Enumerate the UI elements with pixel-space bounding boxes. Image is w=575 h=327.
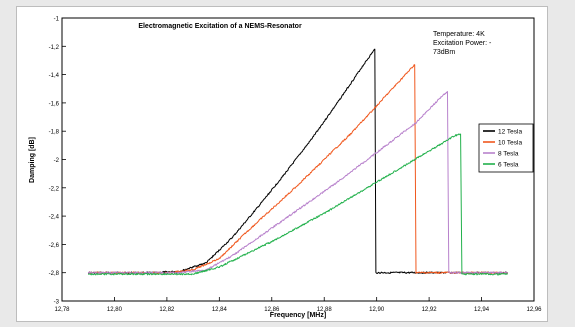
legend-label-1: 12 Tesla — [498, 129, 522, 136]
x-tick-label: 12,90 — [369, 307, 385, 313]
axis-ticks: 12,78 12,80 12,82 12,84 12,86 12,88 12,90 12,92… — [49, 17, 543, 314]
annotation-line-2: Excitation Power: - — [433, 40, 492, 47]
series-line-3 — [87, 91, 508, 274]
y-tick-label: -1,4 — [49, 73, 60, 79]
chart-frame: Electromagnetic Excitation of a NEMS-Res… — [16, 6, 548, 322]
chart-title: Electromagnetic Excitation of a NEMS-Res… — [138, 23, 302, 30]
y-tick-label: -2 — [54, 158, 60, 164]
series-line-2 — [88, 64, 509, 274]
y-tick-label: -2,8 — [49, 271, 60, 277]
y-tick-label: -2,6 — [49, 243, 60, 249]
x-tick-label: 12,94 — [474, 307, 490, 313]
legend-label-4: 6 Tesla — [498, 162, 519, 169]
x-tick-label: 12,80 — [107, 307, 123, 313]
y-tick-label: -1,8 — [49, 130, 60, 136]
y-tick-label: -2,4 — [49, 215, 60, 221]
y-axis-label: Damping [dB] — [29, 137, 36, 183]
chart-svg: Electromagnetic Excitation of a NEMS-Res… — [29, 17, 543, 320]
annotation-line-3: 73dBm — [433, 49, 455, 56]
plot-area — [61, 17, 535, 302]
x-tick-label: 12,88 — [317, 307, 333, 313]
series-line-4 — [88, 133, 508, 276]
x-tick-label: 12,92 — [422, 307, 438, 313]
y-tick-label: -1,6 — [49, 101, 60, 107]
x-axis-label: Frequency [MHz] — [270, 312, 326, 319]
x-tick-label: 12,84 — [212, 307, 228, 313]
y-tick-label: -1 — [54, 17, 60, 23]
x-tick-label: 12,86 — [264, 307, 280, 313]
legend-label-2: 10 Tesla — [498, 140, 522, 147]
y-tick-label: -1,2 — [49, 45, 60, 51]
series-layer — [87, 48, 509, 276]
x-tick-label: 12,78 — [54, 307, 70, 313]
y-tick-label: -2,2 — [49, 186, 60, 192]
x-tick-label: 12,82 — [159, 307, 175, 313]
y-tick-label: -3 — [54, 300, 60, 306]
annotation-line-1: Temperature: 4K — [433, 31, 485, 38]
legend-label-3: 8 Tesla — [498, 151, 519, 158]
legend: 12 Tesla 10 Tesla 8 Tesla 6 Tesla — [478, 123, 534, 173]
x-tick-label: 12,96 — [526, 307, 542, 313]
